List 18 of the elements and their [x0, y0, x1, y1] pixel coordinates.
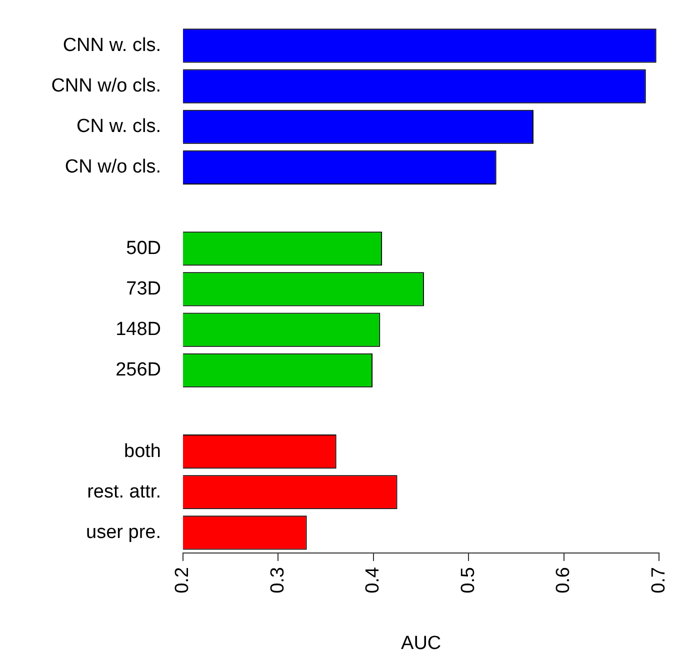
x-tick-label: 0.7 — [648, 567, 670, 594]
x-tick-label: 0.4 — [362, 566, 384, 594]
y-tick-label: rest. attr. — [87, 481, 161, 502]
x-tick-label: 0.5 — [458, 567, 479, 594]
y-tick-label: 50D — [126, 238, 161, 259]
y-tick-label: user pre. — [86, 522, 161, 543]
y-tick-label: CNN w/o cls. — [51, 76, 161, 97]
x-tick-label: 0.6 — [553, 567, 574, 594]
y-tick-label: CN w. cls. — [76, 116, 161, 138]
y-tick-label: CN w/o cls. — [64, 156, 161, 178]
x-tick-label: 0.2 — [172, 567, 194, 594]
x-tick-label: 0.3 — [267, 567, 288, 594]
y-tick-label: 148D — [116, 319, 161, 340]
y-tick-label: 73D — [126, 278, 161, 300]
y-tick-label: both — [124, 440, 161, 462]
y-tick-label: CNN w. cls. — [62, 34, 161, 56]
x-axis-title: AUC — [401, 632, 442, 654]
y-tick-label: 256D — [116, 360, 161, 381]
